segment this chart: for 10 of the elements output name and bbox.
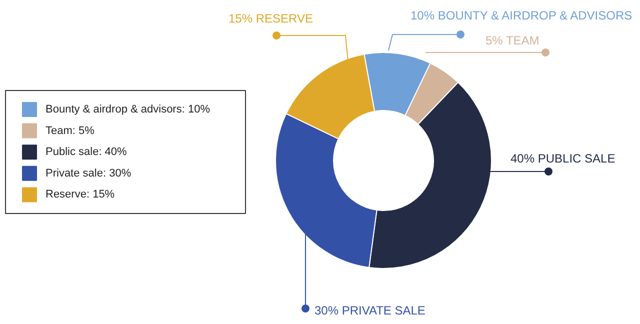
legend-label: Bounty & airdrop & advisors: 10%	[46, 104, 210, 116]
legend-label: Reserve: 15%	[46, 188, 115, 201]
legend-label: Public sale: 40%	[46, 146, 128, 158]
text: 5% TEAM	[486, 34, 540, 48]
text: 15% RESERVE	[228, 12, 313, 26]
text: 30% PRIVATE SALE	[314, 304, 426, 318]
legend-label: Team: 5%	[46, 124, 95, 137]
legend-label: Private sale: 30%	[46, 167, 132, 180]
text: 10% BOUNTY & AIRDROP & ADVISORS	[410, 8, 632, 22]
text: 40% PUBLIC SALE	[510, 152, 616, 166]
